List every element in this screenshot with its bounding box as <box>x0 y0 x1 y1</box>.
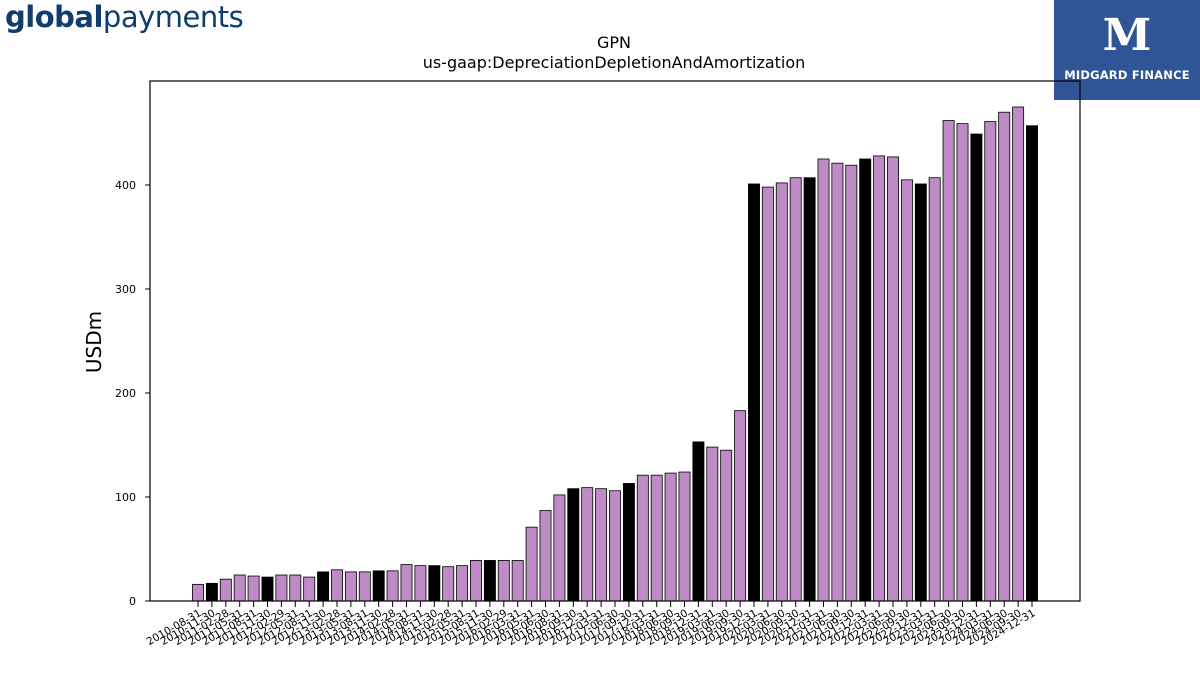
bar-2010-11-30 <box>205 582 218 602</box>
bar-2024-06-30 <box>998 111 1011 602</box>
bar-2020-03-31 <box>761 186 774 602</box>
bar-2023-03-31 <box>928 177 941 602</box>
bar-2018-09-30 <box>678 471 691 602</box>
bar-2015-11-30 <box>483 560 496 602</box>
bar-2018-12-31 <box>692 441 705 602</box>
bar-2014-05-31 <box>400 564 413 602</box>
bar-2012-11-30 <box>317 571 330 602</box>
bar-2021-12-31 <box>859 158 872 602</box>
bar-2018-03-31 <box>650 474 663 602</box>
bar-2024-09-30 <box>1012 106 1025 602</box>
global-payments-logo: globalpayments <box>5 0 244 34</box>
midgard-finance-logo: M MIDGARD FINANCE <box>1054 0 1200 100</box>
midgard-logo-text: MIDGARD FINANCE <box>1064 68 1190 82</box>
chart-subtitle: us-gaap:DepreciationDepletionAndAmortiza… <box>423 53 806 72</box>
bar-2016-12-31 <box>581 487 594 602</box>
bar-2013-05-31 <box>344 571 357 602</box>
bar-2012-05-31 <box>289 574 302 602</box>
bar-2010-08-31 <box>192 583 204 602</box>
y-tick-label: 400 <box>115 179 136 192</box>
bar-2016-05-31 <box>525 526 538 602</box>
bar-2014-02-28 <box>386 570 399 602</box>
bar-2011-11-30 <box>261 576 274 602</box>
bar-2024-03-31 <box>984 121 997 602</box>
bar-2021-09-30 <box>845 164 858 602</box>
y-axis-label: USDm <box>82 311 106 373</box>
bar-2019-06-30 <box>720 449 733 602</box>
bar-2011-08-31 <box>247 575 260 602</box>
bar-2011-02-28 <box>219 578 232 602</box>
bar-2015-02-28 <box>442 566 455 602</box>
bar-2016-06-30 <box>539 510 552 602</box>
bar-2022-12-31 <box>914 183 927 602</box>
bar-2011-05-31 <box>233 574 246 602</box>
bar-2013-11-30 <box>372 570 385 602</box>
bar-2020-06-30 <box>775 182 788 602</box>
y-tick-label: 0 <box>129 595 136 608</box>
bar-2017-03-31 <box>595 488 608 602</box>
bar-2016-02-29 <box>497 560 510 602</box>
bar-2016-08-31 <box>553 494 566 602</box>
bars-group <box>192 106 1038 602</box>
midgard-mark-icon: M <box>1102 10 1152 61</box>
bar-2023-06-30 <box>942 120 955 602</box>
bar-2014-08-31 <box>414 565 427 602</box>
chart-title: GPN <box>597 33 631 52</box>
bar-2023-09-30 <box>956 123 969 602</box>
y-axis: 0 100 200 300 400 <box>115 179 150 608</box>
bar-2022-09-30 <box>900 179 913 602</box>
bar-2022-03-31 <box>873 155 886 602</box>
bar-2019-09-30 <box>734 410 747 602</box>
y-tick-label: 100 <box>115 491 136 504</box>
bar-2015-05-31 <box>456 565 469 602</box>
bar-2024-12-31 <box>1026 125 1038 602</box>
plot-frame <box>149 80 1081 602</box>
bar-2020-09-30 <box>789 177 802 602</box>
bar-2012-02-29 <box>275 574 288 602</box>
bar-2019-12-31 <box>748 183 760 602</box>
bar-2023-12-31 <box>970 133 983 602</box>
bar-2016-03-31 <box>511 560 524 602</box>
y-tick-label: 200 <box>115 387 136 400</box>
bar-2017-09-30 <box>622 483 635 602</box>
bar-2022-06-30 <box>887 156 899 602</box>
bar-2020-12-31 <box>803 177 816 602</box>
bar-2021-06-30 <box>831 162 844 602</box>
bar-2013-08-31 <box>358 571 371 602</box>
bar-2017-06-30 <box>609 490 621 602</box>
bar-2013-02-28 <box>331 569 343 602</box>
bar-2017-12-31 <box>636 474 649 602</box>
bar-2019-03-31 <box>706 446 719 602</box>
bar-2016-09-30 <box>567 488 580 602</box>
bar-2015-08-31 <box>470 560 482 602</box>
bar-2018-06-30 <box>664 472 677 602</box>
bar-2014-11-30 <box>428 565 441 602</box>
y-tick-label: 300 <box>115 283 136 296</box>
bar-2012-08-31 <box>303 576 316 602</box>
x-axis: 2010-08-312010-11-302011-02-282011-05-31… <box>145 601 1038 648</box>
bar-2021-03-31 <box>817 158 830 602</box>
